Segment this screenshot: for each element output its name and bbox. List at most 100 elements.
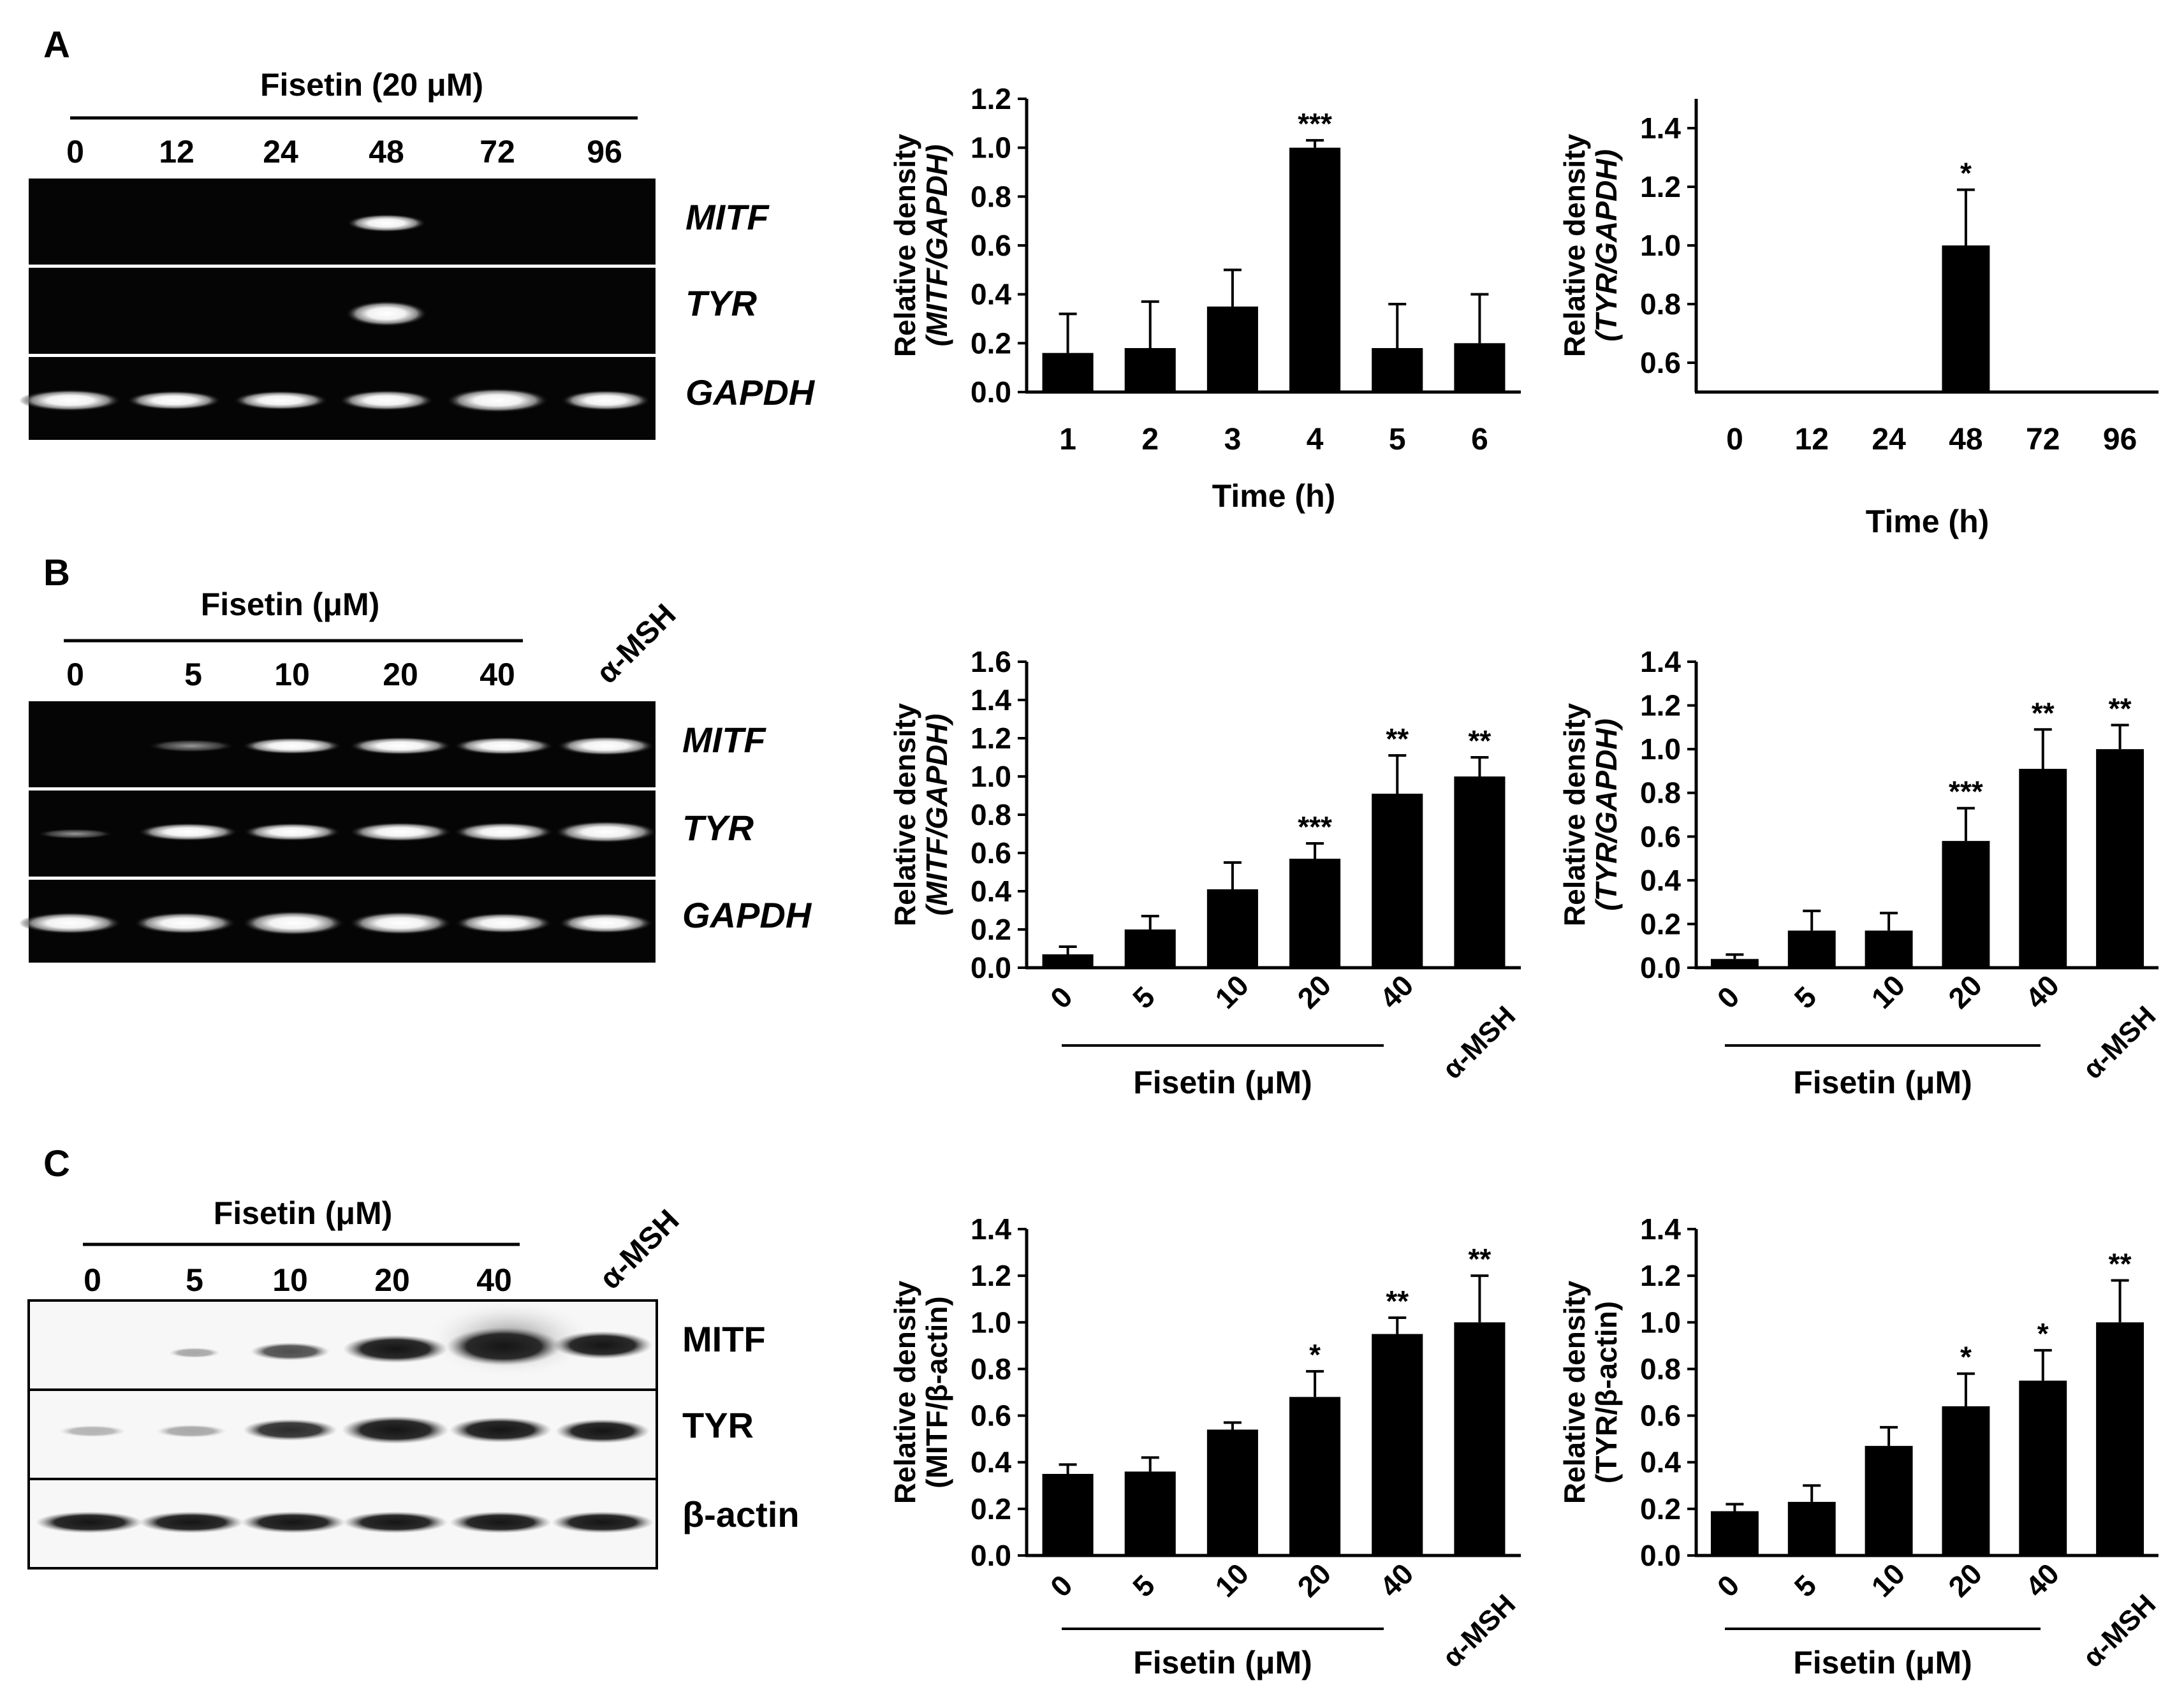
y-tick-label: 0.4 (971, 1446, 1011, 1479)
y-tick-label: 0.0 (1640, 1539, 1681, 1572)
y-axis-label: Relative density (1558, 1280, 1591, 1504)
panel-b-lane-label: 10 (274, 657, 310, 692)
y-tick-label: 0.8 (1640, 288, 1681, 321)
bar (1289, 1397, 1341, 1555)
significance-label: * (2037, 1317, 2049, 1350)
gel-band (349, 912, 451, 935)
x-tick-label: 0 (1726, 423, 1743, 456)
y-tick-label: 0.2 (971, 326, 1011, 360)
blot-band (450, 1512, 552, 1533)
x-tick-label: 10 (1865, 968, 1911, 1015)
bar (1372, 348, 1423, 392)
x-tick-label: 20 (1291, 968, 1337, 1015)
gel-band (242, 738, 342, 754)
y-tick-label: 0.4 (971, 278, 1011, 311)
blot-band (251, 1343, 330, 1360)
bar (1289, 859, 1341, 968)
x-tick-label: 0 (1044, 1568, 1079, 1603)
panel-c-lane-label: 5 (186, 1262, 203, 1298)
panel-a-band-label-gapdh: GAPDH (685, 372, 816, 412)
x-tick-label: 5 (1788, 1568, 1823, 1603)
blot-band (241, 1512, 346, 1533)
panel-a-lane-label: 96 (587, 134, 622, 170)
significance-label: *** (1298, 810, 1332, 843)
blot-band (553, 1331, 652, 1359)
gel-band (454, 822, 553, 841)
y-tick-label: 1.2 (1640, 689, 1681, 722)
panel-a-lane-label: 48 (369, 134, 404, 170)
y-tick-label: 1.4 (971, 1213, 1011, 1246)
blot-band (343, 1335, 448, 1363)
gel-band (242, 911, 344, 935)
gel-band (346, 301, 427, 326)
panel-c-band-label-actin: β-actin (682, 1494, 800, 1534)
y-axis-label: Relative density (1558, 133, 1591, 357)
y-tick-label: 0.6 (1640, 346, 1681, 379)
y-tick-label: 0.6 (1640, 820, 1681, 853)
x-tick-label: α-MSH (2077, 1589, 2162, 1673)
chart-c-tyr: 0.0 0.2 0.4 0.6 0.8 1.0 1.2 1.4 Relative density… (1558, 1213, 2162, 1680)
bar (2096, 1322, 2144, 1555)
gel-band (557, 736, 654, 755)
y-tick-label: 1.2 (971, 722, 1011, 755)
y-tick-label: 1.0 (1640, 229, 1681, 262)
x-tick-label: 3 (1224, 423, 1242, 456)
bar (1942, 1406, 1990, 1555)
y-tick-label: 1.2 (971, 1259, 1011, 1292)
blot-strip-tyr (27, 1388, 658, 1480)
gel-band (454, 737, 553, 755)
y-tick-label: 1.0 (1640, 1306, 1681, 1339)
gel-strip-tyr (29, 268, 656, 354)
y-axis-label: Relative density (1558, 703, 1591, 926)
y-tick-label: 0.6 (971, 836, 1011, 870)
bar (1454, 343, 1506, 392)
x-axis-label: Time (h) (1212, 478, 1336, 514)
x-tick-label: 20 (1942, 968, 1988, 1015)
y-tick-label: 0.8 (1640, 776, 1681, 810)
panel-a-lane-label: 72 (480, 134, 515, 170)
bar (1042, 1474, 1094, 1555)
x-tick-label: α-MSH (1437, 1589, 1521, 1673)
x-tick-label: 0 (1711, 1568, 1746, 1603)
x-axis-label: Time (h) (1866, 504, 1990, 539)
bar (1289, 147, 1341, 392)
gel-band (339, 390, 434, 411)
gel-band (19, 390, 121, 411)
significance-label: ** (1386, 1285, 1409, 1318)
x-axis-label: Fisetin (μM) (1793, 1645, 1972, 1680)
gel-band (134, 912, 236, 934)
x-tick-label: 20 (1942, 1557, 1988, 1603)
panel-c-lane-label: 40 (476, 1262, 512, 1298)
bar (1454, 776, 1506, 968)
y-tick-label: 1.4 (971, 683, 1011, 717)
panel-a-lane-label: 12 (159, 134, 194, 170)
x-tick-label: 0 (1044, 980, 1079, 1015)
chart-b-mitf: 0.0 0.2 0.4 0.6 0.8 1.0 1.2 1.4 1.6 Relative dens… (888, 645, 1521, 1100)
x-tick-label: 20 (1291, 1557, 1337, 1603)
x-tick-label: 6 (1471, 423, 1488, 456)
x-axis-label: Fisetin (μM) (1133, 1065, 1312, 1100)
charts: 0.0 0.2 0.4 0.6 0.8 1.0 1.2 Relative density (MI… (888, 82, 2162, 1680)
y-tick-label: 1.4 (1640, 1213, 1681, 1246)
y-tick-label: 0.8 (971, 1352, 1011, 1385)
panel-letter-c: C (43, 1143, 70, 1184)
y-tick-label: 1.4 (1640, 112, 1681, 145)
blot-band (243, 1419, 337, 1441)
bar (1124, 929, 1176, 968)
bar (1372, 1334, 1423, 1555)
y-axis-label: Relative density (888, 133, 921, 357)
x-tick-label: 2 (1141, 423, 1159, 456)
y-tick-label: 0.8 (971, 180, 1011, 213)
panel-a-gel: Fisetin (20 μM) 0 12 24 48 72 96 MITF TY… (19, 67, 816, 440)
panel-b-lane-label: 40 (480, 657, 515, 692)
x-tick-label: 72 (2026, 423, 2060, 456)
gel-band (347, 214, 426, 232)
gel-band (349, 737, 451, 755)
y-tick-label: 0.6 (971, 229, 1011, 262)
panel-b-gel: Fisetin (μM) 0 5 10 20 40 α-MSH MITF TYR… (19, 586, 812, 963)
blot-band (342, 1416, 449, 1444)
y-axis-label: (MITF/β-actin) (920, 1296, 953, 1488)
y-tick-label: 0.2 (971, 1492, 1011, 1526)
